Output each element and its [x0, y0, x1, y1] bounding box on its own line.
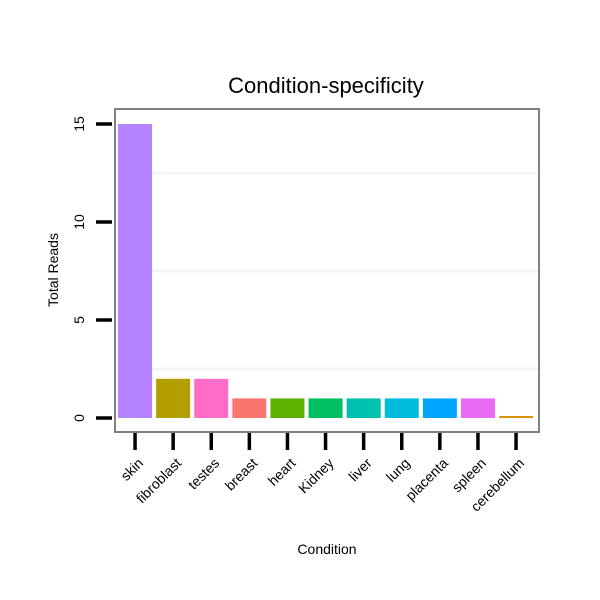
- x-tick-label-lung: lung: [383, 455, 413, 485]
- y-tick-label: 15: [71, 116, 87, 132]
- x-tick-label-kidney: Kidney: [295, 455, 337, 497]
- bar-testes: [194, 378, 229, 418]
- grid-lines: [116, 171, 538, 371]
- x-tick-label-placenta: placenta: [402, 455, 451, 504]
- bar-fibroblast: [156, 378, 191, 418]
- y-axis-title: Total Reads: [45, 233, 61, 307]
- y-tick-label: 10: [71, 214, 87, 230]
- x-tick-label-liver: liver: [345, 455, 375, 485]
- y-tick-label: 5: [71, 316, 87, 324]
- x-tick-label-skin: skin: [117, 455, 146, 484]
- x-tick-label-breast: breast: [222, 455, 261, 494]
- bar-heart: [270, 398, 305, 418]
- y-tick-label: 0: [71, 414, 87, 422]
- bar-skin: [118, 124, 153, 418]
- bar-liver: [346, 398, 381, 418]
- y-axis: 0 5 10 15: [71, 116, 112, 422]
- plot-panel-border: [114, 108, 540, 433]
- x-axis-title: Condition: [297, 541, 356, 557]
- x-tick-label-testes: testes: [185, 455, 223, 493]
- x-tick-label-heart: heart: [265, 455, 299, 489]
- bar-spleen: [460, 398, 495, 418]
- bars: [118, 124, 534, 418]
- chart-title: Condition-specificity: [228, 73, 424, 98]
- bar-placenta: [422, 398, 457, 418]
- bar-lung: [384, 398, 419, 418]
- bar-kidney: [308, 398, 343, 418]
- bar-cerebellum: [499, 416, 534, 418]
- bar-breast: [232, 398, 267, 418]
